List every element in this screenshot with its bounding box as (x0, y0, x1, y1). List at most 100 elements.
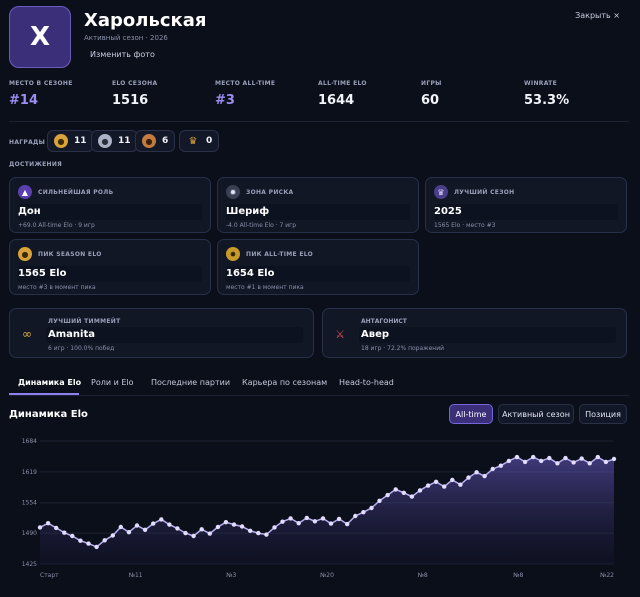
elo-point[interactable] (571, 460, 576, 465)
elo-point[interactable] (134, 523, 140, 528)
elo-point[interactable] (587, 461, 592, 466)
card-value: Авер (361, 329, 390, 340)
stats-row: МЕСТО В СЕЗОНЕ #14 ELO СЕЗОНА 1516 МЕСТО… (9, 80, 629, 120)
elo-point[interactable] (175, 526, 180, 531)
elo-point[interactable] (94, 544, 99, 550)
elo-point[interactable] (555, 461, 560, 466)
change-photo-button[interactable]: Изменить фото (90, 50, 155, 59)
elo-point[interactable] (215, 524, 221, 530)
tab-recent-games[interactable]: Последние партии (151, 378, 231, 387)
elo-point[interactable] (231, 522, 237, 527)
tab-roles-elo[interactable]: Роли и Elo (91, 378, 134, 387)
elo-point[interactable] (401, 490, 406, 495)
elo-point[interactable] (522, 459, 528, 465)
elo-point[interactable] (312, 519, 318, 524)
elo-point[interactable] (417, 488, 423, 493)
elo-point[interactable] (506, 458, 512, 464)
mode-position-button[interactable]: Позиция (579, 404, 627, 424)
card-value-bar (46, 327, 303, 343)
elo-point[interactable] (336, 516, 342, 522)
card-title: ЛУЧШИЙ СЕЗОН (454, 188, 515, 196)
elo-point[interactable] (118, 524, 124, 530)
x-tick-label: №20 (320, 572, 334, 579)
mode-alltime-button[interactable]: All-time (449, 404, 493, 424)
award-count: 0 (206, 136, 213, 146)
card-value-bar (226, 204, 410, 220)
mode-active-season-button[interactable]: Активный сезон (498, 404, 574, 424)
x-tick-label: №8 (418, 572, 428, 579)
elo-point[interactable] (531, 454, 536, 460)
elo-point[interactable] (45, 521, 51, 526)
elo-point[interactable] (199, 527, 204, 532)
elo-point[interactable] (474, 470, 479, 475)
card-value-bar (226, 266, 410, 282)
elo-point[interactable] (353, 513, 358, 519)
elo-point[interactable] (498, 463, 503, 468)
elo-point[interactable] (37, 525, 43, 530)
elo-point[interactable] (563, 455, 568, 461)
elo-point[interactable] (223, 520, 229, 525)
elo-point[interactable] (304, 515, 309, 521)
elo-point[interactable] (191, 533, 196, 539)
elo-point[interactable] (280, 519, 285, 524)
elo-point[interactable] (102, 538, 107, 543)
elo-point[interactable] (110, 533, 116, 538)
elo-point[interactable] (183, 530, 188, 536)
elo-point[interactable] (369, 505, 374, 511)
elo-point[interactable] (361, 510, 366, 515)
tab-career-seasons[interactable]: Карьера по сезонам (242, 378, 328, 387)
elo-point[interactable] (70, 533, 75, 539)
elo-point[interactable] (579, 456, 584, 461)
elo-point[interactable] (603, 459, 609, 465)
achievement-card-best-season: ♛ ЛУЧШИЙ СЕЗОН 2025 1565 Elo · место #3 (425, 177, 627, 233)
elo-point[interactable] (466, 475, 471, 480)
elo-point[interactable] (442, 484, 447, 489)
gold-medal-icon: ● (54, 134, 68, 148)
elo-point[interactable] (264, 532, 269, 537)
elo-point[interactable] (296, 521, 301, 526)
elo-point[interactable] (159, 517, 164, 522)
tab-elo-dynamics[interactable]: Динамика Elo (18, 378, 82, 387)
elo-point[interactable] (62, 530, 67, 535)
elo-point[interactable] (490, 466, 495, 472)
elo-point[interactable] (256, 530, 261, 536)
stat-value: #14 (9, 93, 38, 108)
elo-point[interactable] (425, 483, 431, 488)
elo-point[interactable] (539, 458, 544, 464)
elo-point[interactable] (126, 530, 132, 535)
elo-point[interactable] (86, 541, 91, 546)
elo-point[interactable] (78, 538, 83, 543)
elo-point[interactable] (239, 524, 245, 529)
elo-point[interactable] (377, 498, 382, 503)
elo-point[interactable] (328, 521, 334, 526)
elo-point[interactable] (547, 455, 552, 461)
elo-point[interactable] (458, 482, 463, 487)
close-button[interactable]: Закрыть × (575, 11, 620, 20)
stat-alltime-rank: МЕСТО ALL-TIME #3 (215, 80, 275, 108)
achievement-card-peak-alltime-elo: ✸ ПИК ALL-TIME ELO 1654 Elo место #1 в мо… (217, 239, 419, 295)
elo-point[interactable] (288, 516, 293, 521)
elo-point[interactable] (409, 494, 415, 499)
y-tick-label: 1619 (22, 469, 37, 476)
elo-point[interactable] (167, 522, 172, 527)
y-tick-label: 1684 (22, 438, 37, 445)
award-count: 11 (74, 136, 87, 146)
elo-point[interactable] (482, 473, 487, 479)
elo-point[interactable] (207, 531, 212, 536)
elo-point[interactable] (393, 487, 398, 492)
elo-point[interactable] (142, 527, 148, 532)
swords-icon: ⚔ (335, 327, 345, 341)
elo-point[interactable] (595, 454, 600, 460)
elo-point[interactable] (320, 516, 326, 521)
elo-point[interactable] (54, 525, 59, 531)
elo-point[interactable] (385, 492, 390, 498)
elo-point[interactable] (248, 528, 253, 533)
elo-point[interactable] (433, 479, 439, 484)
elo-point[interactable] (450, 477, 455, 483)
elo-point[interactable] (611, 456, 617, 462)
elo-point[interactable] (514, 454, 520, 460)
elo-point[interactable] (272, 525, 277, 530)
tab-head-to-head[interactable]: Head-to-head (339, 378, 394, 387)
elo-point[interactable] (151, 521, 156, 526)
elo-point[interactable] (345, 521, 350, 527)
